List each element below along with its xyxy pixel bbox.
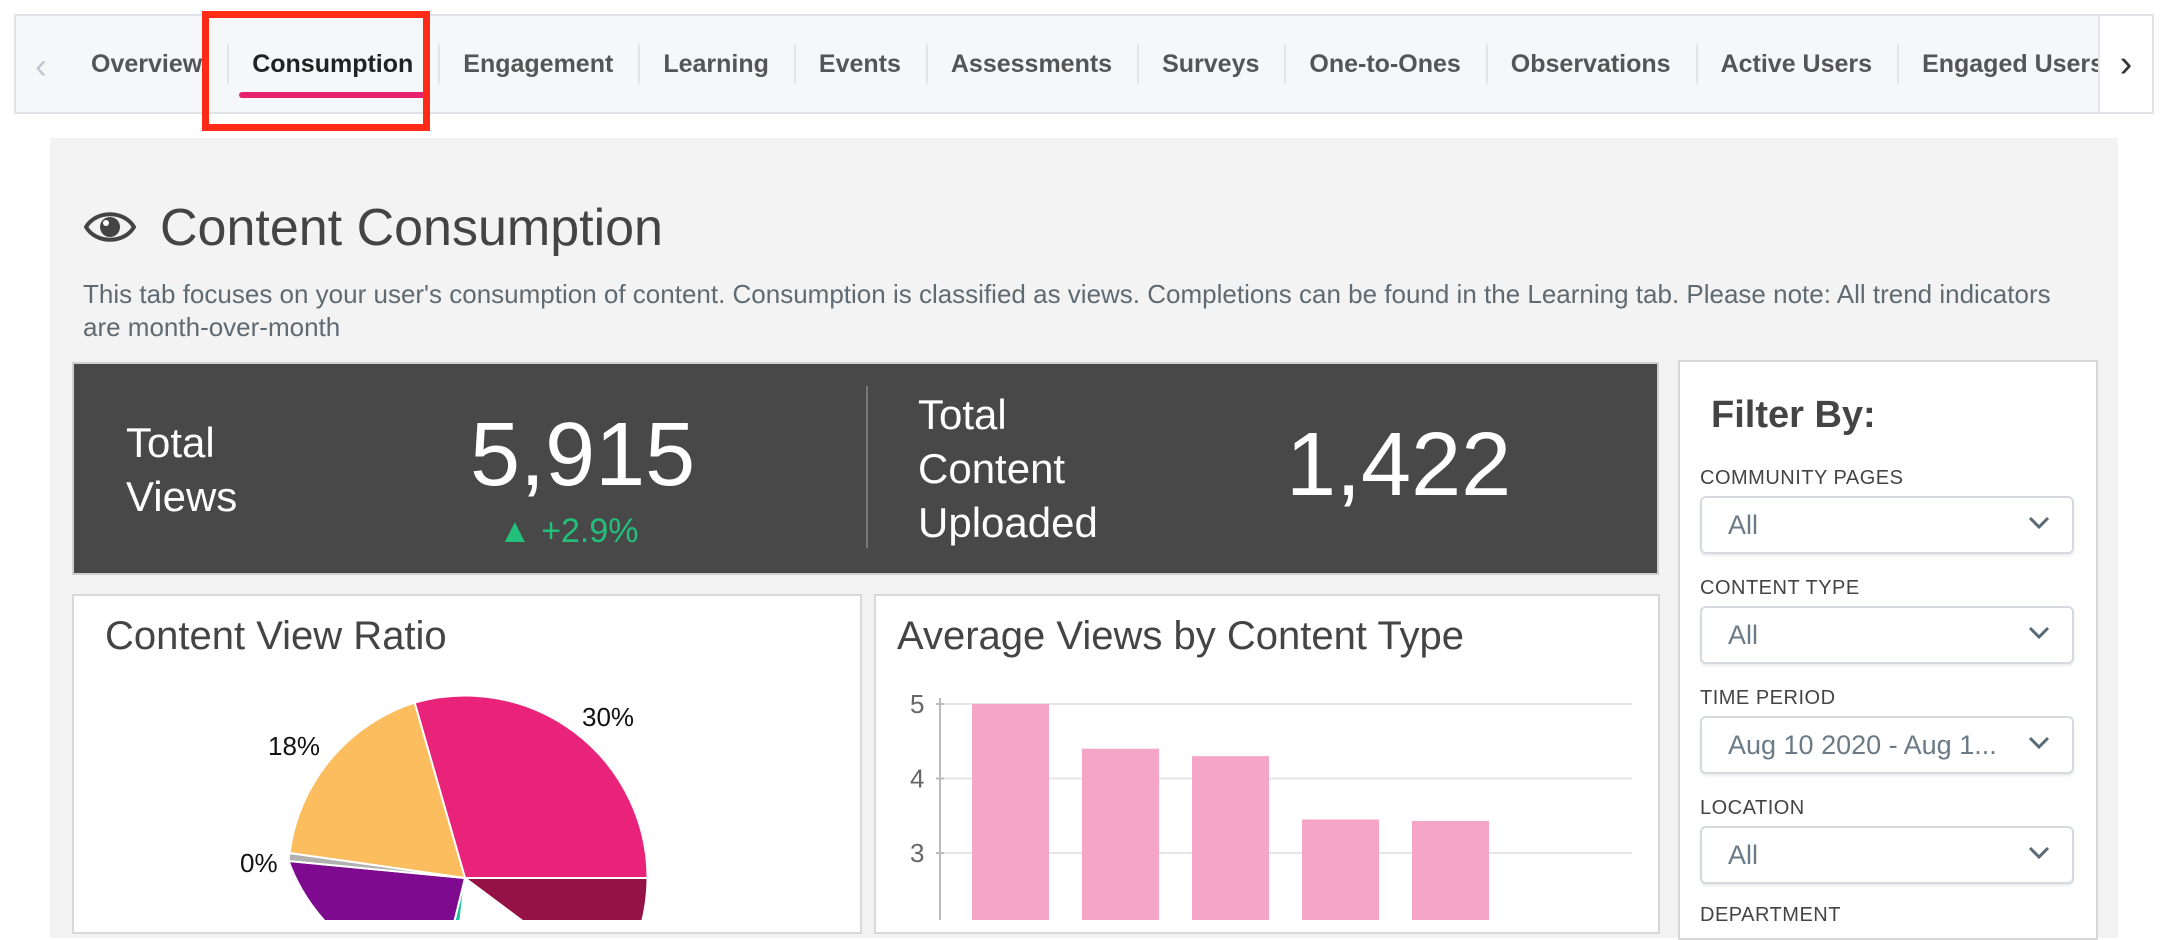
- total-views-trend: ▲ +2.9%: [498, 512, 638, 551]
- tab-label: One-to-Ones: [1309, 50, 1461, 78]
- uploaded-label: Total Content Uploaded: [918, 388, 1098, 550]
- bar: [1192, 756, 1269, 920]
- total-views-label: Total Views: [126, 416, 237, 524]
- chevron-down-icon: [2028, 736, 2050, 750]
- chevron-right-icon[interactable]: ›: [2098, 16, 2152, 112]
- chevron-down-icon: [2028, 516, 2050, 530]
- tab-label: Assessments: [950, 50, 1113, 78]
- tab-events[interactable]: Events: [793, 16, 926, 112]
- content-type-select[interactable]: All: [1700, 606, 2074, 664]
- bar-chart-title: Average Views by Content Type: [897, 614, 1465, 658]
- chevron-left-icon[interactable]: ‹: [35, 45, 47, 86]
- tab-label: Active Users: [1720, 50, 1873, 78]
- tab-label: Overview: [91, 50, 203, 78]
- pie-slice-maroon: [461, 877, 649, 920]
- tab-active-users[interactable]: Active Users: [1695, 16, 1897, 112]
- tab-one-to-ones[interactable]: One-to-Ones: [1284, 16, 1485, 112]
- location-label: LOCATION: [1700, 797, 1805, 819]
- trend-up-icon: ▲: [498, 512, 532, 550]
- tab-bar: ‹ Overview Consumption Engagement Learning E…: [14, 14, 2154, 114]
- tab-overview[interactable]: Overview: [66, 16, 227, 112]
- filter-title: Filter By:: [1711, 394, 1876, 436]
- page-description: This tab focuses on your user's consumpt…: [83, 279, 2051, 342]
- total-views-label-line: Views: [126, 473, 238, 520]
- bar: [1302, 819, 1379, 920]
- tab-observations[interactable]: Observations: [1485, 16, 1696, 112]
- select-value: Aug 10 2020 - Aug 1...: [1728, 730, 1997, 760]
- time-period-label: TIME PERIOD: [1700, 687, 1836, 709]
- pie-data-label: 18%: [268, 731, 321, 761]
- total-views-value: 5,915: [470, 405, 696, 505]
- uploaded-label-line: Uploaded: [918, 499, 1098, 546]
- pie-data-label: 30%: [582, 702, 635, 732]
- tab-list: Overview Consumption Engagement Learning Eve…: [66, 16, 2106, 112]
- eye-icon: [84, 212, 136, 242]
- tab-engaged-users-overview[interactable]: Engaged Users Overview: [1897, 16, 2106, 112]
- tab-consumption[interactable]: Consumption: [227, 16, 438, 112]
- highlight-annotation-box: [202, 11, 430, 131]
- tab-learning[interactable]: Learning: [638, 16, 794, 112]
- select-value: All: [1728, 840, 1759, 870]
- time-period-select[interactable]: Aug 10 2020 - Aug 1...: [1700, 716, 2074, 774]
- pie-data-label: 0%: [240, 848, 278, 878]
- y-tick-label: 3: [910, 838, 924, 868]
- tab-assessments[interactable]: Assessments: [925, 16, 1137, 112]
- bar: [1082, 748, 1159, 920]
- pie-chart: [287, 694, 649, 920]
- pie-chart-title: Content View Ratio: [105, 614, 447, 658]
- tab-label: Observations: [1510, 50, 1671, 78]
- total-views-label-line: Total: [126, 419, 215, 466]
- bar-chart: 5 4 3: [910, 689, 1632, 920]
- community-pages-select[interactable]: All: [1700, 496, 2074, 554]
- select-value: All: [1728, 510, 1759, 540]
- tab-label: Surveys: [1162, 50, 1260, 78]
- page-title: Content Consumption: [160, 199, 663, 257]
- tab-engagement[interactable]: Engagement: [438, 16, 638, 112]
- tab-label: Engagement: [463, 50, 614, 78]
- tab-label: Engaged Users Overview: [1922, 50, 2106, 78]
- trend-value: +2.9%: [541, 512, 639, 550]
- bar: [972, 704, 1049, 920]
- tab-surveys[interactable]: Surveys: [1137, 16, 1284, 112]
- chevron-down-icon: [2028, 846, 2050, 860]
- select-value: All: [1728, 620, 1759, 650]
- location-select[interactable]: All: [1700, 826, 2074, 884]
- uploaded-label-line: Content: [918, 445, 1066, 492]
- department-label: DEPARTMENT: [1700, 904, 1841, 926]
- tab-label: Events: [818, 50, 901, 78]
- chevron-down-icon: [2028, 626, 2050, 640]
- tab-label: Learning: [663, 50, 769, 78]
- pie-slice-pink: [413, 694, 649, 879]
- active-tab-indicator: [239, 92, 427, 98]
- pie-slice-purple: [287, 859, 467, 920]
- bar: [1412, 820, 1489, 920]
- stats-divider: [866, 386, 868, 548]
- y-tick-label: 4: [910, 764, 924, 794]
- uploaded-value: 1,422: [1286, 415, 1512, 515]
- pie-slice-orange: [288, 701, 467, 880]
- uploaded-label-line: Total: [918, 391, 1007, 438]
- content-type-label: CONTENT TYPE: [1700, 577, 1860, 599]
- tab-label: Consumption: [252, 50, 414, 78]
- y-tick-label: 5: [910, 689, 924, 719]
- community-pages-label: COMMUNITY PAGES: [1700, 467, 1904, 489]
- stats-card: Total Views 5,915 ▲ +2.9% Total Content …: [72, 362, 1659, 575]
